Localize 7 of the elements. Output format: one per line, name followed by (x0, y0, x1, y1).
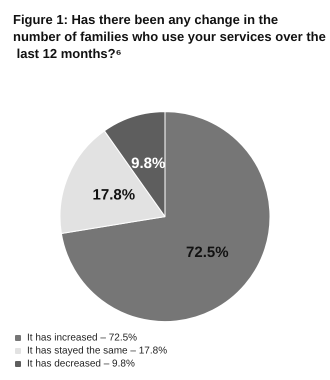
legend-label: It has increased – 72.5% (27, 332, 138, 344)
chart-title: Figure 1: Has there been any change in the number of families who use your services over the last 12 months?⁶ (13, 12, 326, 61)
legend-label: It has decreased – 9.8% (27, 358, 135, 370)
legend-label: It has stayed the same – 17.8% (27, 346, 168, 356)
data-label: 9.8% (131, 155, 166, 172)
data-label: 72.5% (186, 244, 229, 262)
data-label: 17.8% (92, 186, 136, 204)
